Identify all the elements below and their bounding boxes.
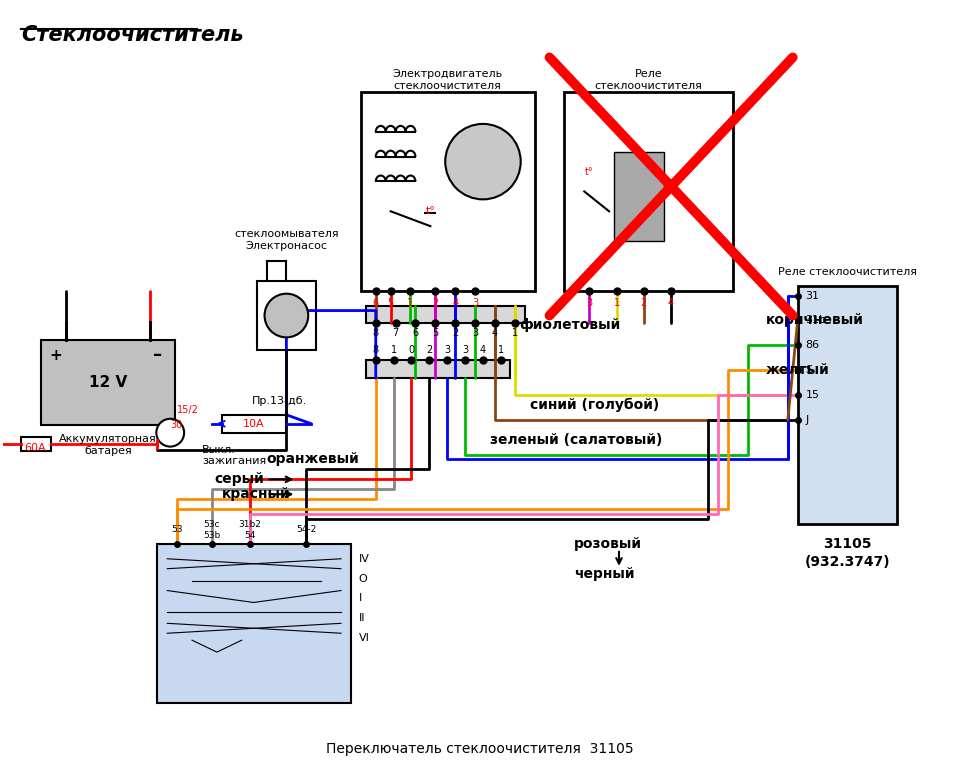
Text: 3: 3 [472, 328, 478, 338]
Text: 3: 3 [444, 345, 450, 356]
Bar [564, 92, 733, 291]
Text: 31: 31 [805, 291, 820, 300]
Text: Переключатель стеклоочистителя  31105: Переключатель стеклоочистителя 31105 [326, 742, 634, 756]
Text: стеклоомывателя: стеклоомывателя [234, 229, 339, 239]
Text: 53c
53b: 53c 53b [204, 520, 221, 540]
Text: IV: IV [359, 554, 370, 564]
Text: 4: 4 [667, 298, 674, 307]
Text: 54-2: 54-2 [296, 525, 317, 534]
Text: 2: 2 [432, 298, 439, 307]
Text: 31b2
54: 31b2 54 [238, 520, 261, 540]
Bar [361, 92, 535, 291]
Text: 2: 2 [452, 328, 458, 338]
Bar [222, 415, 286, 433]
Text: J: J [805, 415, 809, 425]
Text: 4: 4 [452, 298, 458, 307]
Text: 3: 3 [462, 345, 468, 356]
Circle shape [156, 419, 184, 447]
Text: 6: 6 [413, 328, 419, 338]
Text: 3: 3 [472, 298, 478, 307]
Text: Аккумуляторная: Аккумуляторная [60, 433, 157, 443]
Bar [366, 306, 525, 324]
Bar [21, 436, 51, 450]
Text: 60А: 60А [24, 443, 46, 453]
Text: 4: 4 [480, 345, 486, 356]
Text: 1: 1 [512, 328, 517, 338]
Bar [157, 544, 351, 703]
Bar [366, 360, 510, 378]
Text: 12 V: 12 V [89, 375, 128, 390]
Text: 31105: 31105 [823, 537, 872, 551]
Text: черный: черный [574, 566, 635, 580]
Text: коричневый: коричневый [766, 314, 864, 328]
Text: t°: t° [425, 206, 435, 216]
Text: серый: серый [214, 472, 264, 486]
Text: II: II [359, 613, 366, 623]
Bar [256, 281, 316, 350]
Text: 8: 8 [372, 328, 379, 338]
Text: зеленый (салатовый): зеленый (салатовый) [490, 433, 662, 447]
Text: Выкл.
зажигания: Выкл. зажигания [202, 444, 266, 466]
Circle shape [265, 293, 308, 338]
Text: 86: 86 [805, 340, 820, 350]
Text: 2: 2 [640, 298, 647, 307]
Text: 53: 53 [172, 525, 183, 534]
Text: Реле стеклоочистителя: Реле стеклоочистителя [778, 267, 917, 277]
Text: 3: 3 [587, 298, 592, 307]
Text: 6: 6 [372, 298, 379, 307]
Text: 1: 1 [614, 298, 620, 307]
Text: 15/2: 15/2 [178, 405, 199, 415]
Text: стеклоочистителя: стеклоочистителя [595, 81, 703, 91]
Text: 15: 15 [805, 390, 820, 400]
Text: 5: 5 [388, 298, 394, 307]
Text: –: – [153, 346, 162, 364]
Text: батарея: батарея [84, 446, 132, 456]
Text: желтый: желтый [766, 363, 829, 377]
Text: 1: 1 [498, 345, 504, 356]
Text: Электронасос: Электронасос [246, 241, 327, 251]
Text: O: O [359, 573, 368, 584]
Text: Стеклоочиститель: Стеклоочиститель [21, 25, 244, 44]
Text: +: + [50, 348, 62, 363]
Text: 5: 5 [432, 328, 439, 338]
Text: оранжевый: оранжевый [267, 453, 359, 467]
Text: VI: VI [359, 633, 370, 643]
Text: 1: 1 [391, 345, 396, 356]
Bar [41, 340, 175, 425]
Text: 30: 30 [170, 420, 182, 429]
Text: красный: красный [222, 487, 291, 501]
Text: I: I [359, 594, 362, 604]
Text: 1: 1 [407, 298, 414, 307]
Text: фиолетовый: фиолетовый [519, 318, 621, 332]
Text: Электродвигатель: Электродвигатель [393, 69, 503, 79]
Bar [164, 428, 177, 438]
Circle shape [445, 124, 520, 199]
Text: синий (голубой): синий (голубой) [530, 398, 659, 412]
Bar [614, 152, 663, 241]
Text: S: S [805, 365, 813, 375]
Text: 7: 7 [393, 328, 398, 338]
Text: Реле: Реле [635, 69, 662, 79]
Text: 2: 2 [426, 345, 433, 356]
Text: (932.3747): (932.3747) [804, 555, 890, 569]
Text: 4: 4 [492, 328, 498, 338]
Text: 0: 0 [408, 345, 415, 356]
Text: Пр.13-дб.: Пр.13-дб. [252, 396, 307, 406]
Bar [798, 286, 897, 524]
Text: стеклоочистителя: стеклоочистителя [394, 81, 502, 91]
Text: 31b: 31b [805, 316, 827, 325]
Text: 8: 8 [372, 345, 379, 356]
Text: t°: t° [585, 166, 593, 177]
Text: розовый: розовый [574, 537, 642, 551]
Text: 10А: 10А [243, 419, 264, 429]
